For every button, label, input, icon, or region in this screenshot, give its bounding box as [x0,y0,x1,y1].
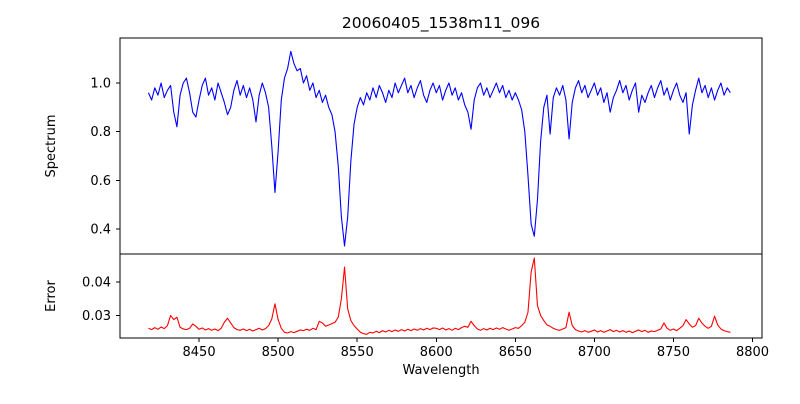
y-tick-label: 0.03 [82,309,111,324]
y-tick-label: 0.6 [90,174,111,189]
x-tick-label: 8800 [736,345,769,360]
plot-dynamic-layer: 0.4 0.6 0.8 1.0 0.03 0.04 8450 8500 8550 8600 8650… [82,37,769,360]
error-panel-line [148,257,731,335]
y-axis-label-error: Error [44,280,59,312]
x-tick-label: 8750 [657,345,690,360]
x-tick-label: 8550 [341,345,374,360]
spectrum-panel-frame [119,37,763,255]
y-axis-label-spectrum: Spectrum [44,115,59,178]
error-panel-frame [119,253,763,339]
y-tick-label: 0.04 [82,276,111,291]
y-tick-label: 0.8 [90,125,111,140]
x-tick-label: 8650 [499,345,532,360]
chart-title: 20060405_1538m11_096 [342,14,540,33]
y-tick-label: 1.0 [90,77,111,92]
x-tick-label: 8700 [578,345,611,360]
x-tick-label: 8500 [262,345,295,360]
x-axis-label: Wavelength [402,363,479,378]
y-tick-label: 0.4 [90,222,111,237]
x-tick-label: 8600 [420,345,453,360]
x-tick-label: 8450 [183,345,216,360]
spectrum-panel-line [147,50,731,247]
